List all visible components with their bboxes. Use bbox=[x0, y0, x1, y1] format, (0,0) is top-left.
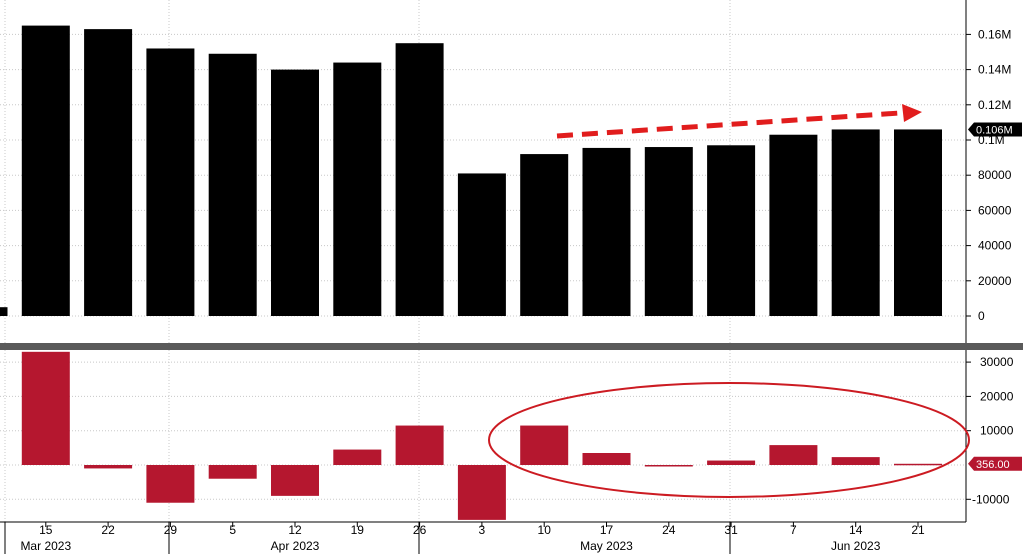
top-bar bbox=[271, 69, 319, 316]
bottom-bar bbox=[271, 465, 319, 496]
top-ytick-label: 0.16M bbox=[978, 27, 1011, 41]
bottom-bar bbox=[21, 351, 70, 465]
highlight-ellipse bbox=[488, 382, 970, 498]
bottom-bars bbox=[21, 351, 942, 520]
x-tick-label: 19 bbox=[351, 523, 365, 537]
trend-arrow-line bbox=[556, 110, 901, 139]
top-bar bbox=[21, 25, 70, 316]
x-tick-label: 24 bbox=[662, 523, 676, 537]
bottom-ytick-label: 20000 bbox=[980, 389, 1014, 403]
bottom-bar bbox=[520, 425, 569, 465]
top-bar bbox=[644, 147, 693, 316]
bottom-ytick-label: 10000 bbox=[980, 424, 1014, 438]
month-label: Apr 2023 bbox=[271, 539, 320, 553]
x-tick-label: 21 bbox=[911, 523, 925, 537]
bottom-axis-ticks: -10000 10000 20000 30000 bbox=[966, 355, 1014, 506]
trend-arrowhead bbox=[902, 104, 922, 122]
x-tick-label: 31 bbox=[724, 523, 738, 537]
bottom-bar bbox=[582, 452, 631, 465]
top-bar bbox=[208, 53, 257, 316]
top-axis-ticks: 0 20000 40000 60000 80000 0.1M 0.12M 0.14M 0.16M bbox=[966, 27, 1012, 323]
x-tick-label: 3 bbox=[479, 523, 486, 537]
top-bar bbox=[769, 134, 818, 316]
value-badges: 0.106M 356.00 bbox=[968, 122, 1022, 471]
top-bar bbox=[894, 129, 942, 316]
bottom-bar bbox=[644, 465, 693, 467]
top-value-badge-text: 0.106M bbox=[976, 124, 1013, 136]
annotations bbox=[488, 104, 970, 498]
bottom-bar bbox=[333, 449, 382, 465]
month-label: May 2023 bbox=[580, 539, 633, 553]
top-bar bbox=[146, 48, 195, 316]
x-tick-label: 5 bbox=[229, 523, 236, 537]
bottom-ytick-label: -10000 bbox=[972, 492, 1010, 506]
top-ytick-label: 20000 bbox=[978, 274, 1012, 288]
x-tick-label: 12 bbox=[288, 523, 302, 537]
top-ytick-label: 60000 bbox=[978, 203, 1012, 217]
x-tick-label: 17 bbox=[600, 523, 614, 537]
bottom-bar bbox=[208, 465, 257, 479]
top-bar bbox=[707, 145, 756, 316]
bottom-value-badge-text: 356.00 bbox=[976, 459, 1010, 471]
x-tick-label: 22 bbox=[101, 523, 115, 537]
top-bar bbox=[520, 154, 569, 316]
x-tick-label: 7 bbox=[790, 523, 797, 537]
x-tick-label: 10 bbox=[538, 523, 552, 537]
bottom-bar bbox=[769, 445, 818, 465]
axes bbox=[0, 0, 1023, 523]
top-bar bbox=[457, 173, 506, 316]
panel-divider bbox=[0, 343, 1023, 350]
x-axis-ticks: 15 22 29 5 12 19 26 3 10 17 24 31 7 14 21 Mar 2023 Apr 2… bbox=[4, 522, 925, 554]
top-bars bbox=[0, 25, 942, 317]
top-bar bbox=[0, 307, 8, 316]
x-tick-label: 15 bbox=[39, 523, 53, 537]
bottom-bar bbox=[84, 465, 133, 469]
top-bar bbox=[831, 129, 880, 316]
bottom-value-badge bbox=[968, 456, 1022, 471]
bottom-ytick-label: 30000 bbox=[980, 355, 1014, 369]
bottom-bar bbox=[894, 463, 942, 466]
bottom-bar bbox=[146, 465, 195, 503]
top-bar bbox=[84, 29, 133, 317]
top-ytick-label: 0.12M bbox=[978, 98, 1011, 112]
x-tick-label: 29 bbox=[164, 523, 178, 537]
bottom-bar bbox=[457, 465, 506, 520]
top-value-badge bbox=[968, 122, 1022, 137]
bottom-bar bbox=[395, 425, 444, 465]
top-ytick-label: 0 bbox=[978, 309, 985, 323]
x-tick-label: 26 bbox=[413, 523, 427, 537]
top-bar bbox=[395, 43, 444, 316]
top-bar bbox=[333, 62, 382, 317]
x-tick-label: 14 bbox=[849, 523, 863, 537]
month-label: Mar 2023 bbox=[20, 539, 71, 553]
top-ytick-label: 80000 bbox=[978, 168, 1012, 182]
bottom-bar bbox=[831, 457, 880, 465]
top-bar bbox=[582, 147, 631, 316]
top-ytick-label: 0.14M bbox=[978, 63, 1011, 77]
top-ytick-label: 0.1M bbox=[978, 133, 1005, 147]
bottom-bar bbox=[707, 460, 756, 465]
month-label: Jun 2023 bbox=[831, 539, 881, 553]
top-ytick-label: 40000 bbox=[978, 239, 1012, 253]
